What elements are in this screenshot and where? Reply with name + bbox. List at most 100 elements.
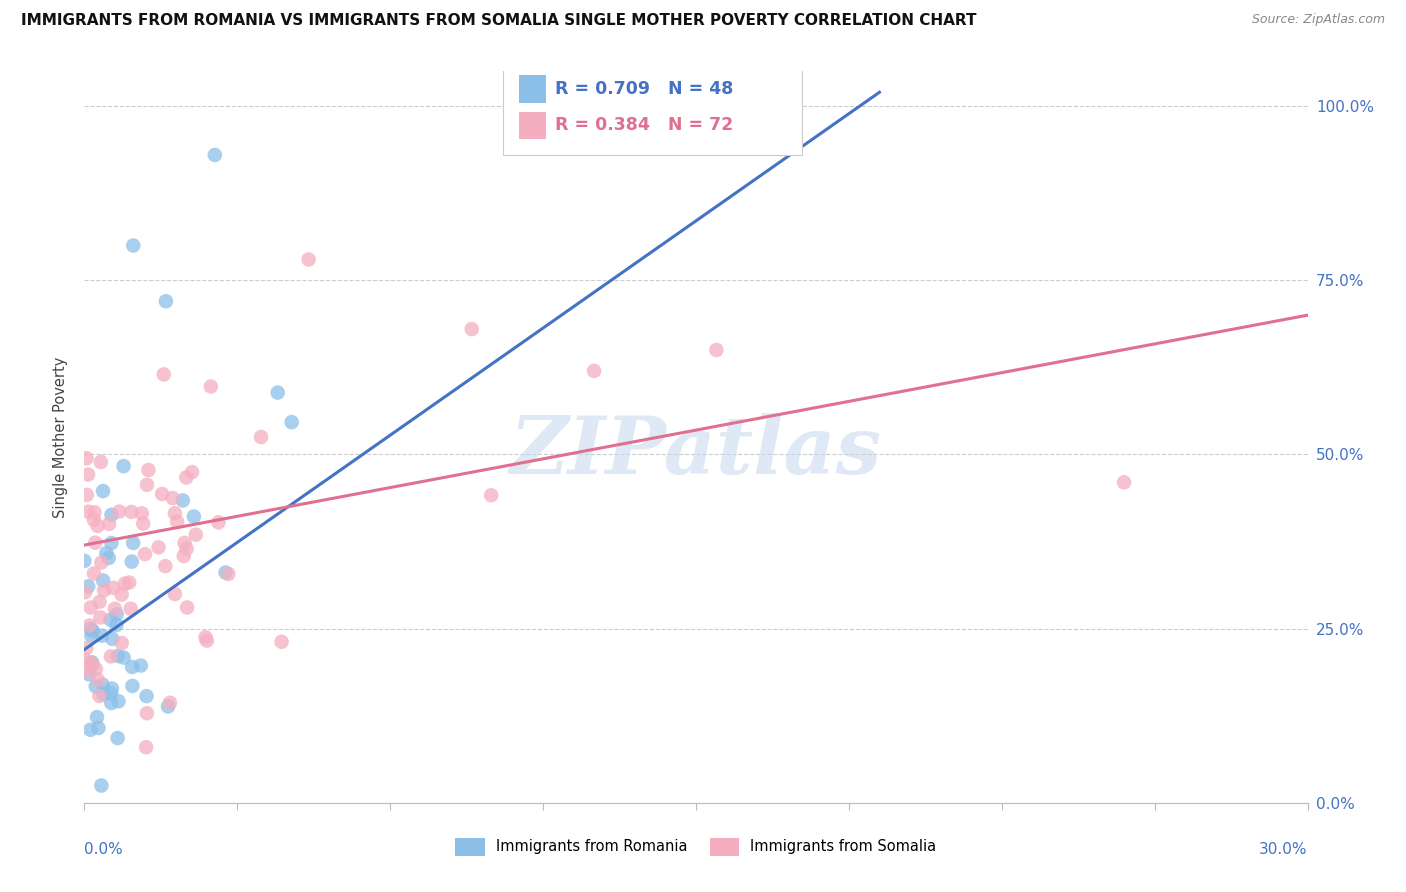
Point (136, 478, 159, 492)
Point (105, 607, 128, 622)
Point (163, 587, 186, 601)
Point (76, 488, 98, 502)
Point (121, 660, 143, 674)
Point (101, 632, 124, 646)
FancyBboxPatch shape (519, 112, 546, 139)
Legend: Immigrants from Romania, Immigrants from Somalia: Immigrants from Romania, Immigrants from… (450, 832, 942, 862)
Point (155, 559, 177, 574)
Point (79, 655, 101, 669)
Point (120, 505, 142, 519)
Point (104, 601, 127, 615)
Point (91, 574, 114, 588)
Point (83, 566, 105, 581)
Point (79, 600, 101, 615)
Point (217, 566, 239, 581)
Point (79, 723, 101, 737)
Point (135, 740, 157, 755)
Point (82, 624, 104, 638)
Point (250, 430, 273, 444)
Point (157, 699, 180, 714)
Point (79, 622, 101, 636)
Point (479, 488, 502, 502)
Point (107, 731, 129, 745)
Point (162, 491, 184, 505)
Point (93, 583, 115, 598)
Point (111, 588, 134, 602)
Text: R = 0.384   N = 72: R = 0.384 N = 72 (555, 117, 734, 135)
Point (120, 601, 142, 615)
Y-axis label: Single Mother Poverty: Single Mother Poverty (53, 357, 69, 517)
Point (83, 505, 105, 519)
Point (82, 659, 104, 673)
Point (152, 368, 174, 382)
Point (134, 547, 156, 561)
Point (135, 689, 157, 703)
FancyBboxPatch shape (503, 64, 803, 155)
Point (100, 696, 122, 710)
Point (270, 634, 292, 648)
Point (200, 379, 222, 393)
Point (97, 551, 120, 566)
Point (90, 556, 112, 570)
Point (114, 576, 136, 591)
Text: ZIPatlas: ZIPatlas (510, 413, 882, 491)
Point (82, 656, 104, 670)
Point (100, 536, 122, 550)
Point (266, 385, 288, 400)
Point (91, 629, 114, 643)
Point (173, 549, 195, 563)
Point (1114, 475, 1136, 490)
Point (184, 527, 207, 541)
Point (103, 581, 125, 595)
Point (73, 554, 96, 568)
Point (583, 364, 606, 378)
Point (96, 546, 118, 560)
Point (298, 252, 321, 267)
Point (89, 689, 111, 703)
Point (108, 504, 131, 518)
Point (163, 506, 186, 520)
Point (131, 507, 153, 521)
Point (159, 696, 181, 710)
Point (121, 679, 143, 693)
Point (138, 463, 160, 477)
Point (105, 618, 128, 632)
Point (112, 650, 135, 665)
Point (98, 516, 121, 531)
Point (100, 613, 122, 627)
Point (84, 535, 107, 549)
Point (77, 505, 100, 519)
Text: 0.0%: 0.0% (84, 842, 124, 856)
Point (77, 467, 100, 482)
Point (118, 575, 141, 590)
Point (90, 779, 112, 793)
Point (80, 629, 103, 643)
Point (111, 636, 134, 650)
Text: Source: ZipAtlas.com: Source: ZipAtlas.com (1251, 13, 1385, 27)
Point (75, 585, 97, 599)
Point (132, 516, 155, 531)
Point (176, 600, 198, 615)
Point (107, 648, 129, 663)
Point (150, 487, 173, 501)
Point (87, 721, 110, 735)
Point (100, 508, 122, 522)
FancyBboxPatch shape (519, 75, 546, 103)
Point (112, 459, 135, 474)
Point (75, 664, 97, 678)
Point (73, 652, 96, 666)
Point (77, 667, 100, 681)
Text: R = 0.709   N = 48: R = 0.709 N = 48 (555, 80, 734, 98)
Point (93, 687, 115, 701)
Point (183, 509, 205, 524)
Point (207, 516, 229, 530)
Point (101, 681, 124, 696)
Text: IMMIGRANTS FROM ROMANIA VS IMMIGRANTS FROM SOMALIA SINGLE MOTHER POVERTY CORRELA: IMMIGRANTS FROM ROMANIA VS IMMIGRANTS FR… (21, 13, 977, 29)
Point (166, 515, 188, 529)
Point (107, 694, 129, 708)
Point (77, 579, 100, 593)
Point (121, 555, 143, 569)
Point (76, 451, 98, 466)
Point (129, 658, 152, 673)
Point (89, 610, 111, 624)
